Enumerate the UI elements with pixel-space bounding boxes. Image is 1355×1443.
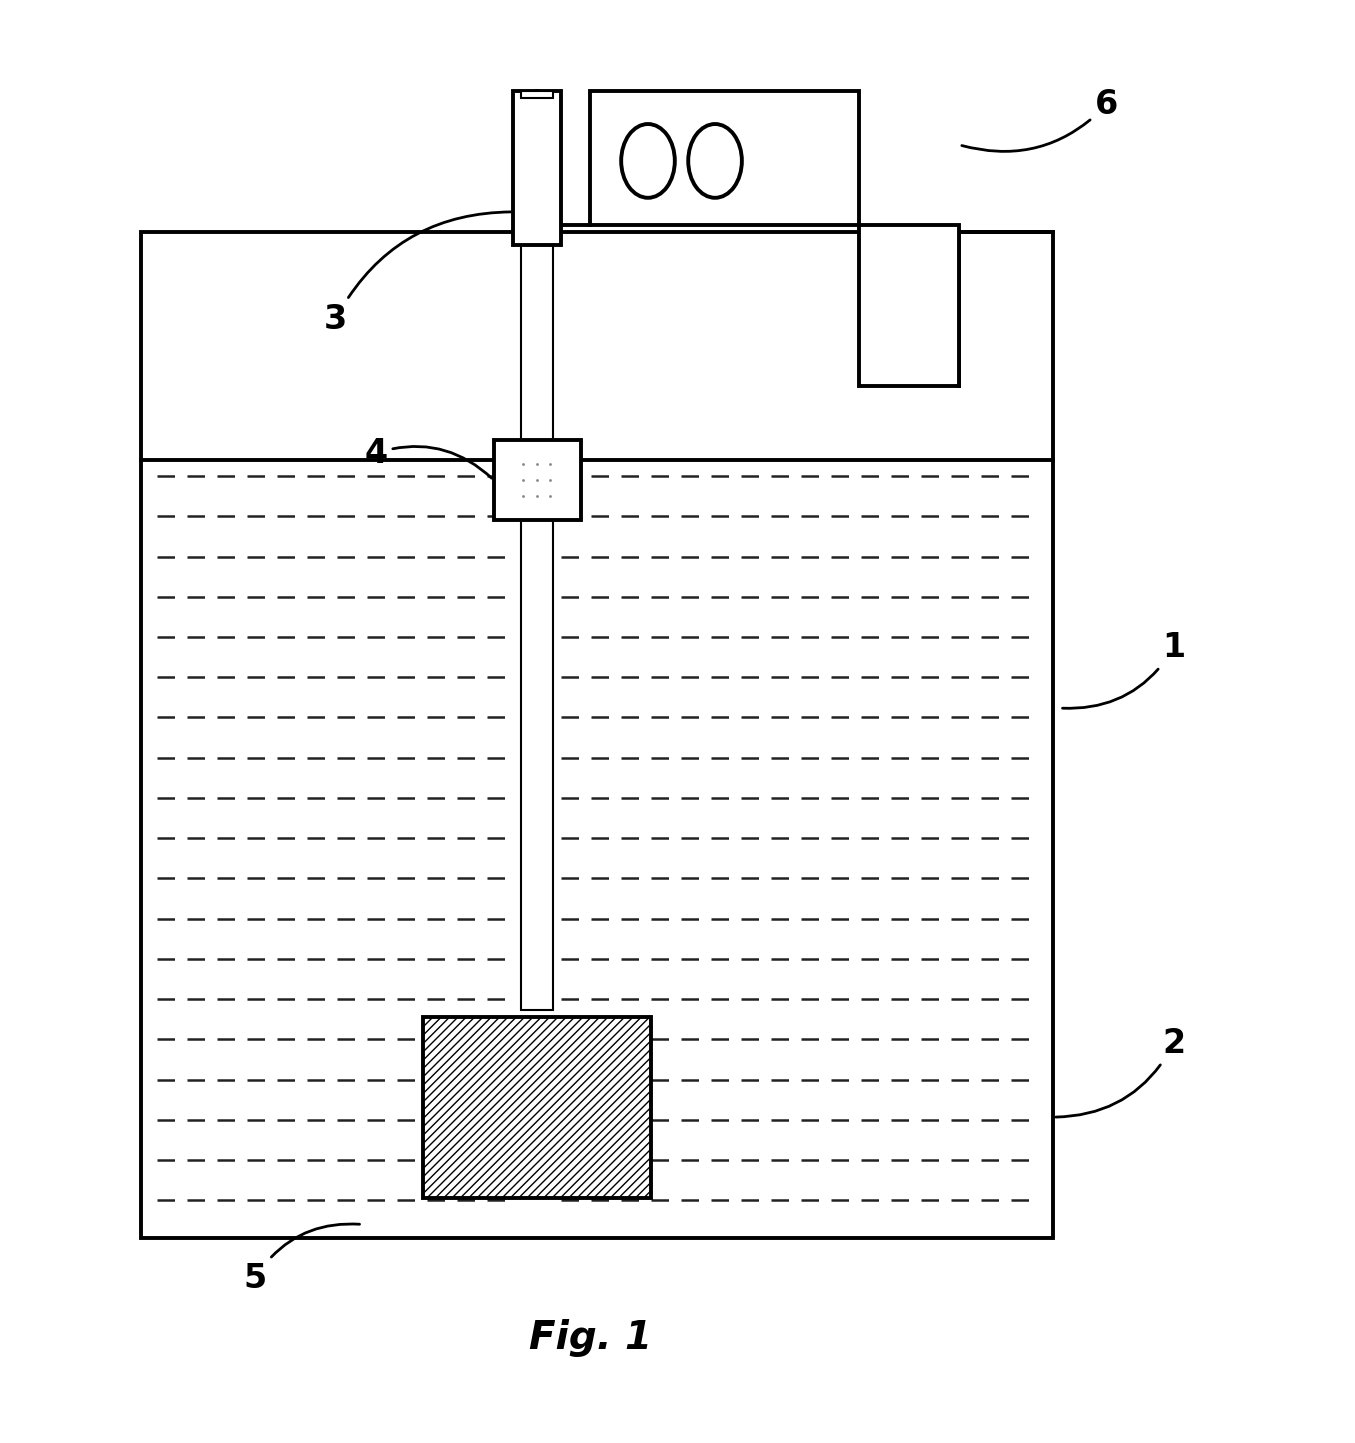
Text: 6: 6 — [962, 88, 1118, 152]
Bar — [591, 91, 859, 225]
Bar — [520, 91, 553, 98]
Bar — [493, 440, 581, 521]
Text: 3: 3 — [324, 212, 511, 336]
Bar — [423, 1016, 650, 1198]
Bar — [512, 91, 561, 245]
Text: 4: 4 — [364, 437, 492, 478]
Bar — [520, 245, 553, 1010]
Text: 5: 5 — [244, 1224, 359, 1294]
Bar — [859, 225, 959, 387]
Text: Fig. 1: Fig. 1 — [528, 1319, 652, 1358]
Bar — [141, 232, 1053, 1238]
Ellipse shape — [621, 124, 675, 198]
Text: 2: 2 — [1056, 1027, 1186, 1117]
Text: 1: 1 — [1062, 631, 1186, 709]
Ellipse shape — [688, 124, 743, 198]
